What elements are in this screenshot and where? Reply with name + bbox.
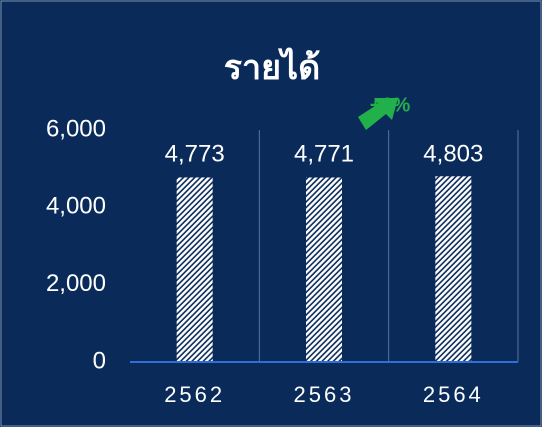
value-label: 4,771	[294, 140, 354, 167]
x-tick-label: 2563	[294, 382, 355, 407]
value-label: 4,803	[423, 140, 483, 167]
annotation: +1%	[370, 94, 411, 116]
chart-title: รายได้	[224, 47, 320, 87]
value-label: 4,773	[165, 140, 225, 167]
x-tick-label: 2562	[164, 382, 225, 407]
y-tick-label: 4,000	[46, 193, 106, 220]
bar	[435, 176, 472, 362]
y-tick-label: 2,000	[46, 270, 106, 297]
trend-arrow	[358, 98, 398, 130]
y-tick-label: 0	[93, 347, 106, 374]
y-tick-label: 6,000	[46, 115, 106, 142]
x-tick-label: 2564	[423, 382, 484, 407]
bar	[306, 177, 342, 362]
bar	[176, 177, 213, 362]
